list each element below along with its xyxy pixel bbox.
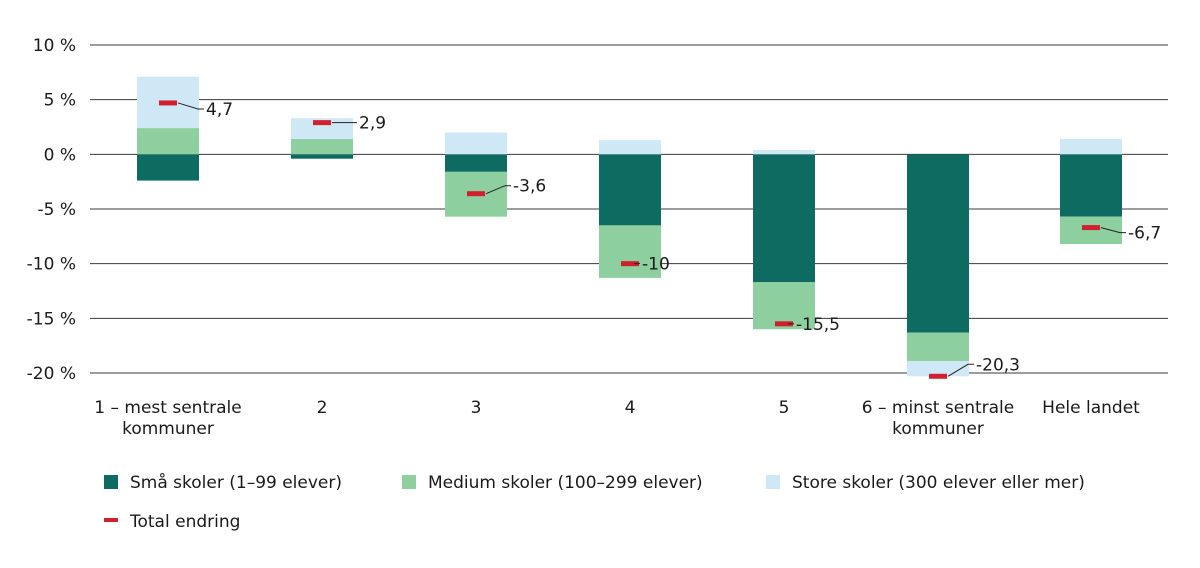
bar-segment [753, 149, 815, 155]
total-data-label: -10 [642, 255, 670, 275]
y-tick-label: 10 % [33, 36, 76, 56]
x-category-label: kommuner [122, 419, 214, 439]
y-tick-label: -15 % [27, 309, 76, 329]
legend: Små skoler (1–99 elever) Medium skoler (1… [104, 472, 1085, 532]
bar-segment [1060, 154, 1122, 217]
legend-label: Store skoler (300 elever eller mer) [792, 473, 1085, 493]
y-tick-label: 5 % [44, 91, 76, 111]
total-marker [1082, 225, 1100, 231]
bar-segment [599, 140, 661, 155]
bar-segment [753, 154, 815, 283]
total-marker [929, 373, 947, 379]
bar-segment [1060, 139, 1122, 155]
x-category-label: 2 [317, 398, 328, 418]
x-category-label: 6 – minst sentrale [862, 398, 1014, 418]
total-data-label: -6,7 [1128, 224, 1161, 244]
total-data-label: 2,9 [359, 114, 386, 134]
x-category-label: kommuner [892, 419, 984, 439]
x-category-label: 3 [471, 398, 482, 418]
total-leader-line [947, 363, 974, 377]
bar-segment [137, 128, 199, 155]
total-leader-line [177, 102, 204, 110]
x-category-label: 5 [779, 398, 790, 418]
total-data-label: -3,6 [513, 177, 546, 197]
bar-segment [137, 154, 199, 181]
x-category-label: Hele landet [1042, 398, 1140, 418]
y-tick-label: -20 % [27, 364, 76, 384]
total-markers: 4,7 2,9 -3,6 -10 -15,5 -20,3 -6,7 [159, 100, 1161, 379]
total-marker [775, 321, 793, 327]
total-data-label: -15,5 [796, 315, 840, 335]
legend-swatch [104, 475, 118, 489]
total-data-label: 4,7 [206, 100, 233, 120]
bar-segment [291, 154, 353, 159]
bar-segment [445, 132, 507, 155]
legend-swatch [104, 518, 118, 522]
y-axis-ticks: 10 % 5 % 0 % -5 % -10 % -15 % -20 % [27, 36, 76, 384]
legend-label: Medium skoler (100–299 elever) [428, 473, 703, 493]
total-data-label: -20,3 [976, 355, 1020, 375]
y-tick-label: -10 % [27, 255, 76, 275]
bar-segment [291, 118, 353, 140]
bar-segment [907, 154, 969, 333]
bar-segment [907, 332, 969, 361]
legend-swatch [402, 475, 416, 489]
legend-label: Total endring [129, 512, 240, 532]
legend-label: Små skoler (1–99 elever) [130, 472, 342, 493]
bars [137, 76, 1122, 377]
x-category-label: 1 – mest sentrale [94, 398, 241, 418]
bar-segment [599, 225, 661, 278]
total-marker [621, 261, 639, 267]
y-tick-label: -5 % [37, 200, 76, 220]
total-marker [159, 100, 177, 106]
bar-segment [445, 154, 507, 172]
y-tick-label: 0 % [44, 145, 76, 165]
total-leader-line [1100, 227, 1126, 234]
total-marker [467, 191, 485, 197]
legend-swatch [766, 475, 780, 489]
total-leader-line [485, 185, 511, 195]
x-category-label: 4 [625, 398, 636, 418]
bar-segment [291, 139, 353, 155]
total-marker [313, 120, 331, 126]
bar-segment [599, 154, 661, 226]
